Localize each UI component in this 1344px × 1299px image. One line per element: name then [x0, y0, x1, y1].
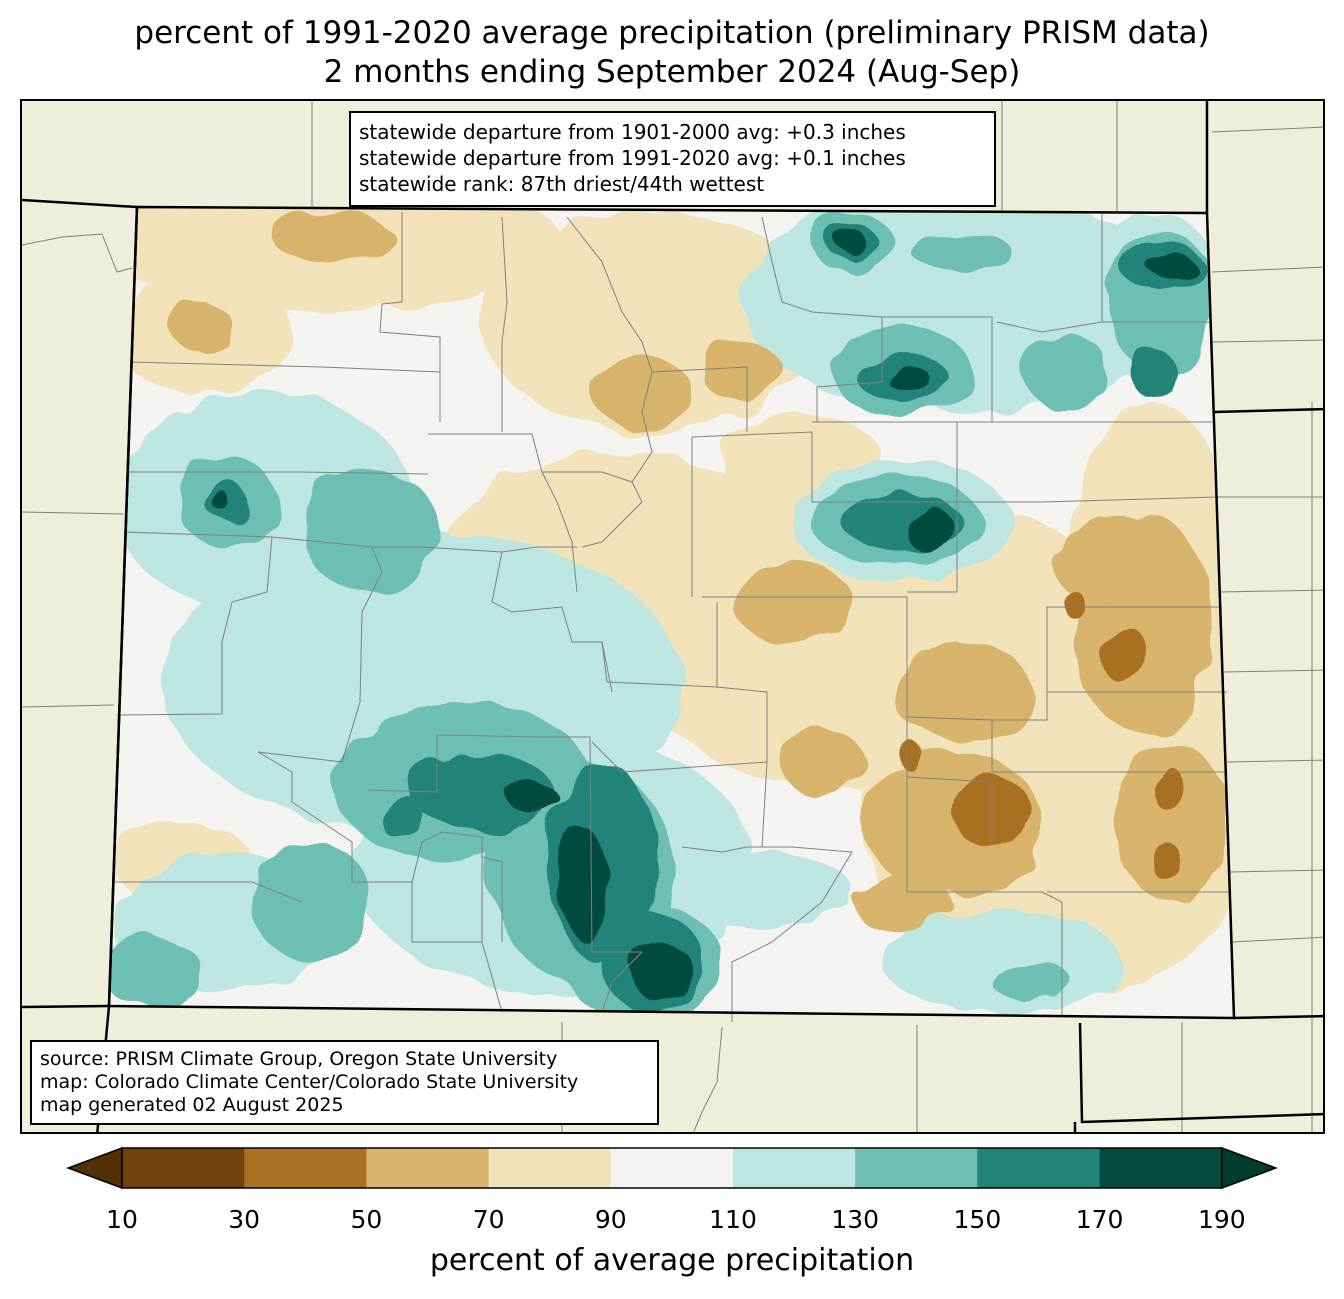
colorbar-segment — [977, 1148, 1101, 1188]
colorbar-under-arrow — [66, 1146, 123, 1190]
colorbar-segment — [733, 1148, 856, 1188]
stats-line-1: statewide departure from 1901-2000 avg: … — [359, 120, 906, 144]
colorbar-tick-label: 10 — [106, 1205, 138, 1234]
stats-line-2: statewide departure from 1991-2020 avg: … — [359, 146, 906, 170]
colorbar-outline — [121, 1147, 1223, 1189]
colorbar-segment — [610, 1148, 734, 1188]
colorbar-tick-label: 150 — [953, 1205, 1002, 1234]
colorbar-segment — [488, 1148, 612, 1188]
source-credits-box: source: PRISM Climate Group, Oregon Stat… — [30, 1040, 659, 1125]
colorbar-tick-label: 30 — [228, 1205, 261, 1234]
colorbar-segment — [366, 1148, 490, 1188]
colorbar-tick-label: 70 — [472, 1205, 505, 1234]
map-title-line-2: 2 months ending September 2024 (Aug-Sep) — [323, 54, 1021, 90]
map-title-line-1: percent of 1991-2020 average precipitati… — [134, 15, 1210, 51]
colorbar-over-arrow — [1221, 1146, 1278, 1190]
stats-line-3: statewide rank: 87th driest/44th wettest — [359, 172, 765, 196]
colorbar-segment — [1099, 1148, 1223, 1188]
colorbar-tick-label: 90 — [594, 1205, 627, 1234]
state-boundaries — [22, 101, 1323, 1132]
colorbar-tick-label: 50 — [350, 1205, 383, 1234]
statewide-stats-box: statewide departure from 1901-2000 avg: … — [349, 111, 996, 207]
colorbar-tick-label: 110 — [709, 1205, 757, 1234]
map-panel — [20, 99, 1325, 1134]
colorbar-tick-label: 170 — [1075, 1205, 1124, 1234]
colorbar-segment — [244, 1148, 367, 1188]
colorbar-tick-label: 130 — [831, 1205, 880, 1234]
precipitation-field — [109, 207, 1234, 1018]
source-line-3: map generated 02 August 2025 — [40, 1094, 344, 1116]
colorbar-tick-label: 190 — [1197, 1205, 1246, 1234]
source-line-1: source: PRISM Climate Group, Oregon Stat… — [40, 1048, 558, 1070]
colorbar — [66, 1146, 1278, 1190]
precipitation-map — [22, 101, 1323, 1132]
source-line-2: map: Colorado Climate Center/Colorado St… — [40, 1071, 579, 1093]
county-lines — [114, 212, 1230, 1022]
colorbar-segment — [122, 1148, 245, 1188]
colorbar-label: percent of average precipitation — [429, 1243, 915, 1278]
colorbar-segment — [855, 1148, 978, 1188]
neighbor-county-lines — [22, 101, 1323, 1132]
